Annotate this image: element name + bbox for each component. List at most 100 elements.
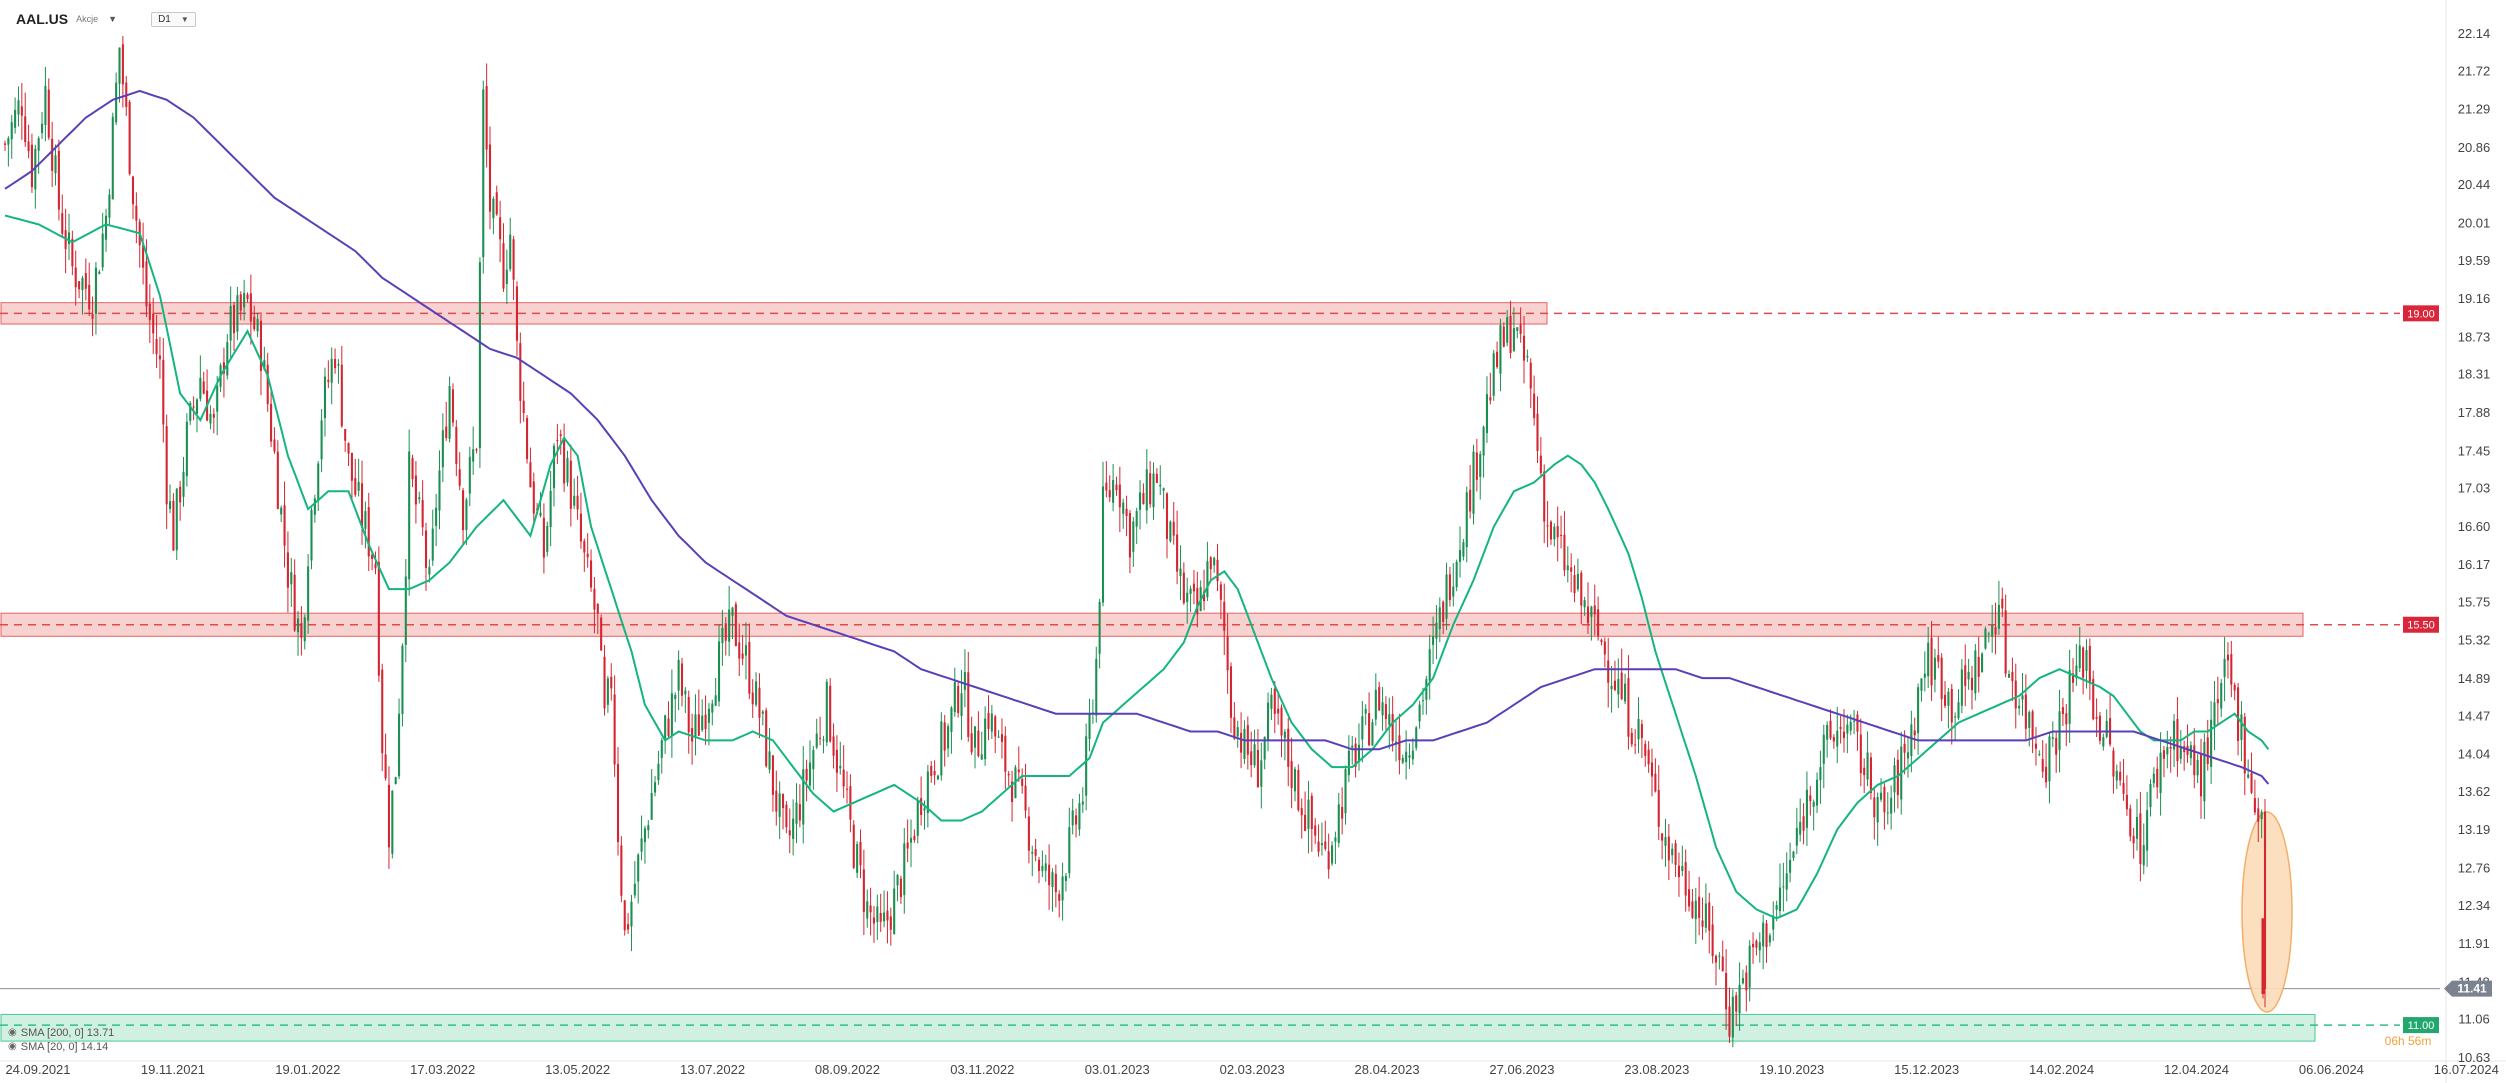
candle-body bbox=[1829, 720, 1832, 739]
candle-body bbox=[1768, 935, 1771, 943]
candle-body bbox=[2007, 673, 2011, 678]
candle-body bbox=[1812, 801, 1815, 807]
candle-body bbox=[337, 364, 340, 366]
candle-body bbox=[883, 912, 886, 922]
candle-body bbox=[1815, 779, 1819, 806]
legend-sma20[interactable]: ◉ SMA [20, 0] 14.14 bbox=[8, 1040, 114, 1054]
y-tick-label: 20.86 bbox=[2458, 140, 2491, 155]
candle-body bbox=[88, 284, 91, 310]
candle-body bbox=[158, 355, 161, 360]
candle-body bbox=[936, 775, 940, 780]
candle-body bbox=[1714, 955, 1718, 963]
candle-body bbox=[1482, 426, 1485, 456]
candle-body bbox=[1785, 873, 1788, 890]
candle-body bbox=[1448, 574, 1451, 601]
y-tick-label: 17.88 bbox=[2458, 405, 2491, 420]
candle-body bbox=[105, 215, 108, 240]
candle-body bbox=[603, 656, 606, 709]
x-tick-label: 12.04.2024 bbox=[2164, 1062, 2229, 1077]
candle-body bbox=[1213, 557, 1216, 566]
candle-body bbox=[189, 403, 192, 421]
candle-body bbox=[1159, 484, 1162, 487]
candle-body bbox=[819, 737, 822, 739]
timeframe-select[interactable]: D1 ▼ bbox=[151, 11, 196, 27]
candle-body bbox=[30, 144, 33, 188]
candle-body bbox=[566, 457, 569, 483]
candle-body bbox=[596, 603, 599, 614]
candle-body bbox=[1250, 751, 1253, 766]
candle-body bbox=[300, 623, 303, 638]
eye-icon[interactable]: ◉ bbox=[8, 1027, 17, 1038]
legend-sma200[interactable]: ◉ SMA [200, 0] 13.71 bbox=[8, 1026, 114, 1040]
candle-body bbox=[1327, 851, 1330, 870]
candle-body bbox=[1253, 744, 1256, 766]
price-tag-label: 11.41 bbox=[2457, 982, 2487, 996]
legend-sma200-text: SMA [200, 0] 13.71 bbox=[20, 1027, 115, 1039]
candle-body bbox=[2021, 695, 2024, 700]
symbol-label[interactable]: AAL.US bbox=[16, 11, 69, 27]
candle-body bbox=[1492, 353, 1495, 396]
candle-body bbox=[1017, 769, 1020, 773]
candle-body bbox=[1169, 521, 1172, 542]
candle-body bbox=[441, 430, 444, 468]
candle-body bbox=[451, 389, 455, 423]
candle-body bbox=[1317, 841, 1320, 852]
y-tick-label: 12.34 bbox=[2458, 898, 2491, 913]
candle-body bbox=[455, 426, 458, 465]
candle-body bbox=[1597, 609, 1600, 637]
candle-body bbox=[627, 924, 630, 930]
candle-body bbox=[1970, 677, 1974, 691]
symbol-dropdown-icon[interactable]: ▼ bbox=[108, 14, 118, 24]
candle-body bbox=[1293, 769, 1297, 792]
candle-body bbox=[876, 906, 879, 922]
candle-body bbox=[377, 561, 380, 676]
y-tick-label: 14.04 bbox=[2458, 747, 2491, 762]
y-tick-label: 15.75 bbox=[2458, 594, 2491, 609]
candle-body bbox=[2260, 811, 2263, 820]
candle-body bbox=[1708, 902, 1711, 931]
candle-body bbox=[1007, 773, 1010, 776]
x-tick-label: 17.03.2022 bbox=[410, 1062, 475, 1077]
candle-body bbox=[984, 718, 987, 760]
candle-body bbox=[2220, 683, 2223, 709]
candle-body bbox=[367, 507, 370, 557]
eye-icon[interactable]: ◉ bbox=[8, 1041, 17, 1052]
candle-body bbox=[236, 295, 239, 332]
candle-body bbox=[1933, 657, 1936, 680]
candle-body bbox=[121, 44, 124, 85]
candle-body bbox=[1964, 665, 1967, 686]
candle-body bbox=[1704, 903, 1707, 928]
candle-body bbox=[872, 917, 876, 924]
candle-body bbox=[2193, 745, 2196, 776]
candle-body bbox=[1735, 995, 1738, 1012]
candle-body bbox=[1196, 587, 1199, 615]
candle-body bbox=[751, 692, 754, 705]
candle-body bbox=[374, 564, 377, 569]
candle-body bbox=[549, 490, 552, 528]
candle-body bbox=[852, 824, 855, 868]
candle-body bbox=[909, 837, 913, 843]
candle-body bbox=[701, 715, 704, 731]
candle-body bbox=[1334, 837, 1337, 842]
candle-body bbox=[266, 364, 269, 405]
candle-body bbox=[1563, 534, 1566, 571]
candle-body bbox=[1000, 734, 1004, 742]
candle-body bbox=[1152, 473, 1155, 508]
candle-body bbox=[1432, 636, 1435, 645]
candle-body bbox=[1273, 688, 1276, 714]
candle-body bbox=[748, 641, 751, 694]
candle-body bbox=[859, 841, 862, 866]
candle-body bbox=[785, 804, 788, 828]
candle-body bbox=[2041, 759, 2044, 772]
candle-body bbox=[552, 445, 556, 489]
candle-body bbox=[1974, 650, 1977, 694]
candle-body bbox=[1260, 760, 1263, 787]
candle-body bbox=[1445, 574, 1448, 619]
candle-body bbox=[1283, 731, 1286, 739]
candle-body bbox=[1748, 945, 1751, 988]
candle-body bbox=[805, 768, 808, 781]
candle-body bbox=[408, 451, 411, 580]
candle-body bbox=[1590, 606, 1593, 617]
candle-body bbox=[2065, 713, 2068, 725]
